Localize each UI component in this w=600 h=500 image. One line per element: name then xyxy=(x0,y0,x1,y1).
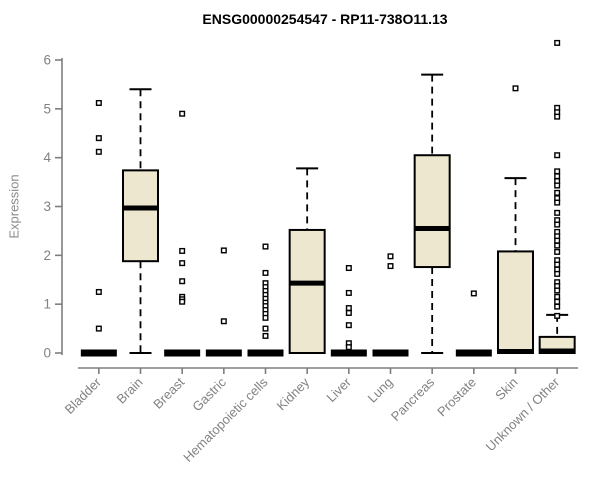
outlier-point-unknown-other xyxy=(554,312,561,319)
outlier-point-unknown-other xyxy=(554,152,561,159)
outlier-point-breast xyxy=(179,247,186,254)
outlier-point-unknown-other xyxy=(554,298,561,305)
outlier-point-hematopoietic-cells xyxy=(262,325,269,332)
outlier-point-hematopoietic-cells xyxy=(262,269,269,276)
outlier-point-bladder xyxy=(95,148,102,155)
outlier-point-unknown-other xyxy=(554,303,561,310)
outlier-point-unknown-other xyxy=(554,261,561,268)
outlier-point-breast xyxy=(179,110,186,117)
outlier-point-bladder xyxy=(95,135,102,142)
outlier-point-prostate xyxy=(470,290,477,297)
x-tick-label-brain: Brain xyxy=(114,375,146,407)
outlier-point-breast xyxy=(179,298,186,305)
outlier-point-breast xyxy=(179,278,186,285)
x-tick-label-gastric: Gastric xyxy=(189,374,229,414)
y-tick-label: 5 xyxy=(43,101,51,116)
outlier-point-unknown-other xyxy=(554,237,561,244)
outlier-point-hematopoietic-cells xyxy=(262,332,269,339)
outlier-point-liver xyxy=(345,344,352,351)
outlier-point-gastric xyxy=(220,247,227,254)
outlier-point-breast xyxy=(179,260,186,267)
x-tick-label-liver: Liver xyxy=(323,374,354,405)
y-tick-label: 4 xyxy=(43,150,51,165)
y-tick-label: 3 xyxy=(43,199,51,214)
outlier-point-hematopoietic-cells xyxy=(262,314,269,321)
outlier-point-liver xyxy=(345,265,352,272)
outlier-point-unknown-other xyxy=(554,287,561,294)
flat-box-hematopoietic-cells xyxy=(247,349,284,357)
x-tick-label-unknown-other: Unknown / Other xyxy=(483,374,563,454)
outlier-point-unknown-other xyxy=(554,248,561,255)
flat-box-lung xyxy=(372,349,409,357)
outlier-point-unknown-other xyxy=(554,242,561,249)
outlier-point-bladder xyxy=(95,99,102,106)
outlier-point-hematopoietic-cells xyxy=(262,243,269,250)
outlier-point-unknown-other xyxy=(554,189,561,196)
flat-box-liver xyxy=(330,349,367,357)
outlier-point-bladder xyxy=(95,325,102,332)
box-brain xyxy=(122,169,159,263)
x-tick-label-breast: Breast xyxy=(150,374,187,411)
chart-title: ENSG00000254547 - RP11-738O11.13 xyxy=(202,11,448,27)
y-tick-label: 1 xyxy=(43,297,51,312)
x-tick-label-lung: Lung xyxy=(365,375,396,406)
outlier-point-unknown-other xyxy=(554,39,561,46)
outlier-point-lung xyxy=(387,253,394,260)
x-tick-label-prostate: Prostate xyxy=(434,375,479,420)
x-tick-label-skin: Skin xyxy=(492,375,520,403)
outlier-point-unknown-other xyxy=(554,113,561,120)
y-tick-label: 0 xyxy=(43,346,51,361)
outlier-point-skin xyxy=(512,85,519,92)
x-tick-label-bladder: Bladder xyxy=(62,374,105,417)
box-kidney xyxy=(288,228,326,354)
outlier-point-unknown-other xyxy=(554,293,561,300)
outlier-point-unknown-other xyxy=(554,182,561,189)
outlier-point-unknown-other xyxy=(554,209,561,216)
outlier-point-gastric xyxy=(220,318,227,325)
outlier-point-unknown-other xyxy=(554,199,561,206)
outlier-point-liver xyxy=(345,305,352,312)
flat-box-prostate xyxy=(455,349,492,357)
x-tick-label-pancreas: Pancreas xyxy=(388,374,438,424)
outlier-point-bladder xyxy=(95,288,102,295)
y-tick-label: 2 xyxy=(43,248,51,263)
outlier-point-lung xyxy=(387,263,394,270)
x-tick-label-kidney: Kidney xyxy=(274,374,313,413)
y-tick-label: 6 xyxy=(43,53,51,68)
outlier-point-unknown-other xyxy=(554,221,561,228)
outlier-point-unknown-other xyxy=(554,270,561,277)
outlier-point-liver xyxy=(345,289,352,296)
flat-box-breast xyxy=(164,349,201,357)
flat-box-gastric xyxy=(205,349,242,357)
box-skin xyxy=(497,250,534,354)
box-pancreas xyxy=(413,154,451,269)
outlier-point-liver xyxy=(345,322,352,329)
outlier-point-unknown-other xyxy=(554,173,561,180)
flat-box-bladder xyxy=(80,349,117,357)
outlier-point-liver xyxy=(345,309,352,316)
outlier-point-unknown-other xyxy=(554,168,561,175)
